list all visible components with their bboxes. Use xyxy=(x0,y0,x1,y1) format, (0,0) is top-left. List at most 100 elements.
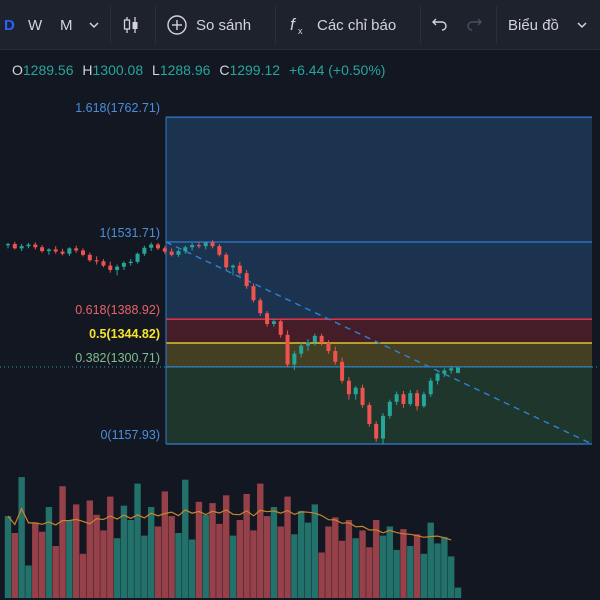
interval-w-label: W xyxy=(28,16,43,34)
chart-type-dropdown-button[interactable] xyxy=(574,0,590,50)
volume-bar xyxy=(311,504,319,598)
chevron-down-icon xyxy=(89,22,99,29)
candle-body xyxy=(46,249,51,252)
candle-body xyxy=(135,253,140,262)
interval-d-label: D xyxy=(4,16,15,34)
volume-bar xyxy=(427,522,434,598)
candle-body xyxy=(81,250,85,255)
volume-bar xyxy=(72,504,80,598)
candle-body xyxy=(224,254,229,268)
candle-body xyxy=(94,260,99,262)
volume-bar xyxy=(182,479,189,598)
candle-body xyxy=(271,321,276,324)
open-value: 1289.56 xyxy=(22,62,74,78)
candle-body xyxy=(128,261,133,264)
candle-body xyxy=(408,393,413,404)
volume-bar xyxy=(45,507,53,598)
volume-bar xyxy=(250,530,257,598)
candle-body xyxy=(6,244,10,246)
volume-bar xyxy=(441,536,448,598)
candle-body xyxy=(108,265,113,270)
candle-body xyxy=(12,244,17,249)
volume-bar xyxy=(372,520,380,598)
volume-bar xyxy=(447,556,455,598)
candle-body xyxy=(435,373,440,381)
trend-line[interactable] xyxy=(165,241,593,445)
volume-bar xyxy=(270,507,278,598)
candle-body xyxy=(340,361,345,381)
close-label: C xyxy=(219,62,230,78)
volume-bar xyxy=(338,540,346,598)
toolbar-divider xyxy=(275,6,276,44)
candle-body xyxy=(156,244,160,249)
volume-bar xyxy=(127,520,134,598)
volume-bar xyxy=(345,520,353,598)
candle-body xyxy=(87,254,92,261)
candle-body xyxy=(210,242,215,247)
candle-body xyxy=(101,261,106,266)
volume-bar xyxy=(113,538,121,598)
candle-body xyxy=(360,387,365,406)
chart-type-button[interactable]: Biểu đồ xyxy=(508,0,559,50)
candle-body xyxy=(401,394,406,404)
volume-bar xyxy=(134,483,141,598)
volume-bar xyxy=(161,491,169,598)
candle-style-button[interactable] xyxy=(120,0,142,50)
candlestick-series xyxy=(6,240,460,444)
volume-bar xyxy=(352,538,359,598)
fib-band xyxy=(166,366,592,444)
chevron-down-icon xyxy=(577,22,587,29)
interval-m-label: M xyxy=(60,16,73,34)
volume-bar xyxy=(4,516,12,598)
volume-bar xyxy=(263,516,271,598)
candle-body xyxy=(33,244,38,248)
volume-bar xyxy=(359,530,366,598)
candle-body xyxy=(394,394,399,402)
volume-bar xyxy=(18,477,25,598)
redo-button[interactable] xyxy=(464,0,484,50)
volume-bar xyxy=(202,514,209,598)
interval-d-button[interactable]: D xyxy=(4,0,15,50)
volume-bar xyxy=(420,553,428,598)
fib-level-label: 0.382(1300.71) xyxy=(75,351,160,365)
volume-bar xyxy=(379,535,387,598)
high-value: 1300.08 xyxy=(92,62,144,78)
interval-m-button[interactable]: M xyxy=(60,0,73,50)
chart-type-label: Biểu đồ xyxy=(508,16,559,34)
candle-body xyxy=(367,405,372,424)
candle-body xyxy=(258,300,263,314)
price-chart[interactable]: 1.618(1762.71) 1(1531.71) 0.618(1388.92) 0.… xyxy=(0,50,600,600)
candle-body xyxy=(162,248,167,252)
fib-level-label: 1.618(1762.71) xyxy=(75,101,160,115)
volume-bar xyxy=(386,526,394,598)
plus-circle-icon xyxy=(167,15,187,35)
volume-bar xyxy=(195,501,203,598)
compare-button[interactable]: So sánh xyxy=(166,0,251,50)
volume-bar xyxy=(25,565,32,598)
candle-body xyxy=(183,247,188,252)
candle-body xyxy=(353,387,358,395)
toolbar-divider xyxy=(110,6,111,44)
volume-bar xyxy=(277,526,284,598)
undo-button[interactable] xyxy=(430,0,450,50)
volume-bar xyxy=(38,531,46,598)
volume-bar xyxy=(236,520,244,598)
candle-body xyxy=(60,251,65,254)
candle-body xyxy=(244,273,249,287)
volume-bar xyxy=(93,514,100,598)
fib-band xyxy=(166,319,592,343)
interval-dropdown-button[interactable] xyxy=(86,0,102,50)
fib-retracement[interactable] xyxy=(165,116,592,445)
candle-body xyxy=(74,248,79,251)
indicators-button[interactable]: f x Các chỉ báo xyxy=(287,0,396,50)
volume-bar xyxy=(32,522,39,598)
volume-bar xyxy=(209,503,216,598)
top-toolbar: D W M So sánh f x Các chỉ báo xyxy=(0,0,600,50)
svg-text:f: f xyxy=(290,15,297,34)
volume-bar xyxy=(66,520,73,598)
candle-body xyxy=(346,380,351,395)
interval-w-button[interactable]: W xyxy=(28,0,42,50)
candle-body xyxy=(456,367,460,373)
compare-label: So sánh xyxy=(196,16,252,34)
candle-body xyxy=(121,262,126,267)
